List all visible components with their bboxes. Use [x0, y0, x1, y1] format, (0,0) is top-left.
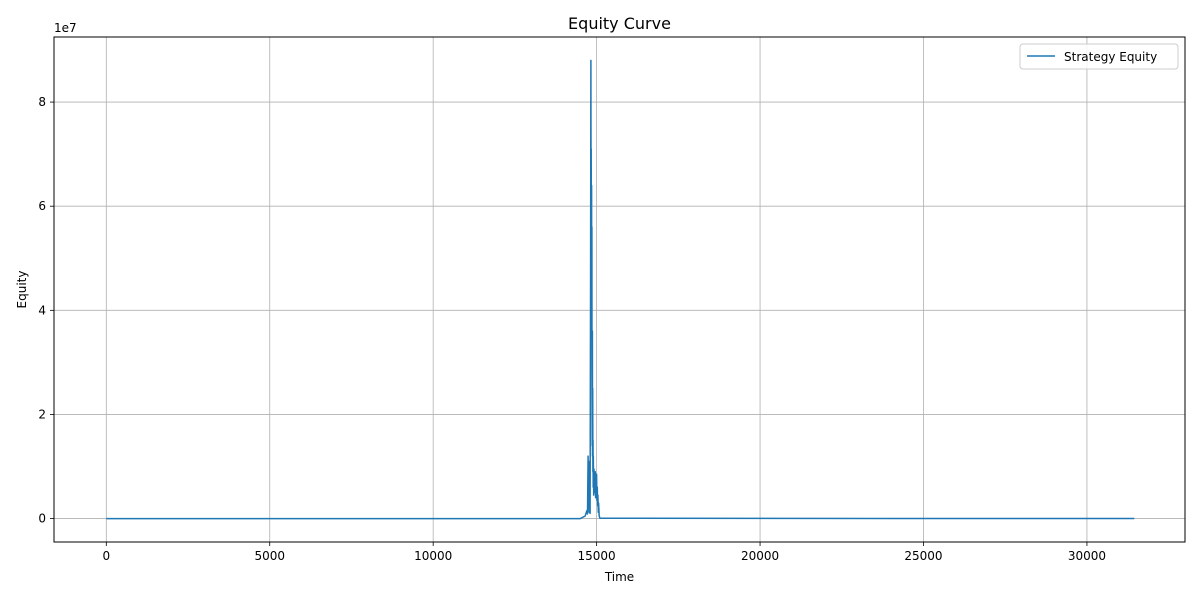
legend: Strategy Equity: [1019, 43, 1179, 70]
y-axis-offset-label: 1e7: [54, 21, 77, 35]
x-tick-label: 20000: [741, 549, 779, 563]
plot-frame: [53, 36, 1186, 543]
grid-layer: [54, 37, 1185, 542]
y-tick-label: 2: [38, 407, 46, 421]
legend-box: [1019, 43, 1179, 70]
y-tick-label: 8: [38, 95, 46, 109]
y-tick-label: 6: [38, 199, 46, 213]
x-axis-title: Time: [604, 570, 634, 584]
x-tick-label: 25000: [904, 549, 942, 563]
x-tick-label: 30000: [1068, 549, 1106, 563]
y-axis-title: Equity: [15, 271, 29, 309]
x-tick-label: 15000: [578, 549, 616, 563]
x-tick-label: 10000: [414, 549, 452, 563]
x-tick-label: 0: [102, 549, 110, 563]
chart-title: Equity Curve: [568, 14, 671, 33]
y-tick-label: 0: [38, 512, 46, 526]
tick-layer: 0 5000 10000 15000 20000 25000 30000 0 2 4 6 8: [38, 95, 1106, 563]
x-tick-label: 5000: [254, 549, 285, 563]
y-tick-label: 4: [38, 303, 46, 317]
series-layer: [106, 59, 1135, 520]
series-line-strategy-equity: [106, 59, 1135, 520]
legend-label-strategy-equity: Strategy Equity: [1064, 50, 1157, 64]
